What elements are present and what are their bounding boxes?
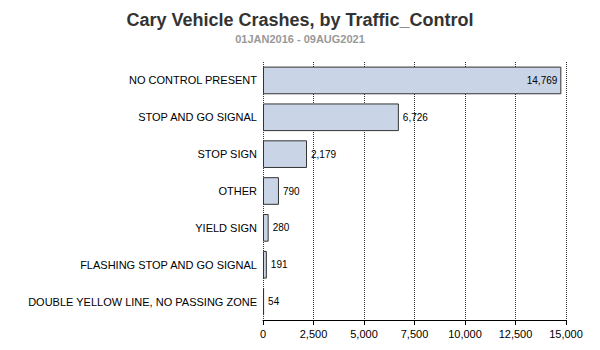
svg-text:191: 191 (271, 259, 288, 270)
svg-text:2,500: 2,500 (300, 328, 328, 340)
svg-text:0: 0 (260, 328, 266, 340)
svg-text:54: 54 (268, 296, 280, 307)
svg-text:STOP AND GO SIGNAL: STOP AND GO SIGNAL (138, 111, 257, 123)
svg-text:YIELD SIGN: YIELD SIGN (195, 222, 257, 234)
svg-text:6,726: 6,726 (403, 112, 428, 123)
svg-text:12,500: 12,500 (499, 328, 533, 340)
svg-text:15,000: 15,000 (549, 328, 583, 340)
svg-text:STOP SIGN: STOP SIGN (197, 148, 257, 160)
svg-text:10,000: 10,000 (448, 328, 482, 340)
svg-text:5,000: 5,000 (350, 328, 378, 340)
svg-text:DOUBLE YELLOW LINE, NO PASSING: DOUBLE YELLOW LINE, NO PASSING ZONE (28, 296, 257, 308)
svg-text:790: 790 (283, 186, 300, 197)
svg-text:280: 280 (273, 222, 290, 233)
svg-text:OTHER: OTHER (219, 185, 258, 197)
svg-text:Cary Vehicle Crashes, by Traff: Cary Vehicle Crashes, by Traffic_Control (126, 10, 473, 30)
svg-text:14,769: 14,769 (527, 75, 558, 86)
svg-text:01JAN2016 - 09AUG2021: 01JAN2016 - 09AUG2021 (235, 33, 365, 45)
svg-text:2,179: 2,179 (311, 149, 336, 160)
svg-text:FLASHING STOP AND GO SIGNAL: FLASHING STOP AND GO SIGNAL (80, 259, 257, 271)
svg-text:NO CONTROL PRESENT: NO CONTROL PRESENT (129, 74, 257, 86)
svg-text:7,500: 7,500 (401, 328, 429, 340)
